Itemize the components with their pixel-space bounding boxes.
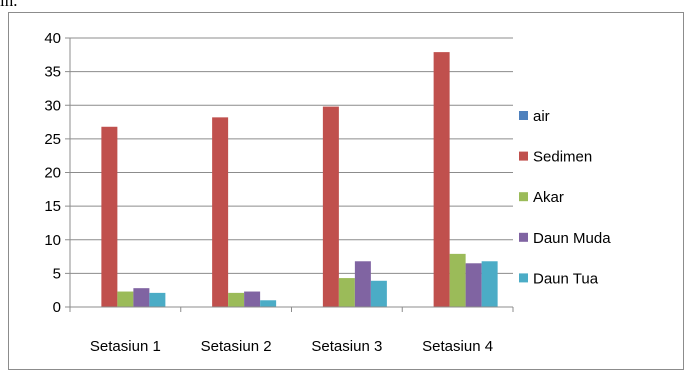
legend-label: Daun Tua	[533, 270, 599, 287]
bar-akar	[228, 292, 245, 307]
y-tick-label: 20	[44, 165, 61, 182]
bar-daun-tua	[260, 300, 277, 307]
bar-daun-muda	[465, 263, 482, 307]
y-tick-label: 30	[44, 97, 61, 114]
bar-daun-muda	[354, 261, 371, 307]
y-tick-label: 40	[44, 30, 61, 47]
bar-akar	[117, 291, 134, 307]
x-category-label: Setasiun 4	[422, 338, 493, 355]
y-tick-label: 35	[44, 64, 61, 81]
bar-daun-tua	[370, 280, 387, 307]
bar-daun-tua	[149, 292, 166, 307]
x-category-label: Setasiun 1	[90, 338, 161, 355]
y-tick-label: 5	[53, 265, 61, 282]
bar-akar	[338, 278, 355, 307]
bar-sedimen	[433, 52, 450, 308]
y-tick-label: 25	[44, 131, 61, 148]
bar-daun-muda	[133, 288, 150, 307]
legend-swatch	[519, 111, 528, 120]
bars	[101, 52, 498, 308]
y-tick-label: 15	[44, 198, 61, 215]
legend-swatch	[519, 273, 528, 283]
legend-swatch	[519, 192, 528, 202]
page-text-fragment: ın.	[0, 0, 18, 10]
bar-akar	[449, 253, 466, 307]
x-category-label: Setasiun 2	[201, 338, 272, 355]
bar-sedimen	[322, 106, 339, 307]
legend-swatch	[519, 232, 528, 242]
y-tick-label: 0	[53, 299, 61, 316]
legend-label: Akar	[533, 189, 564, 206]
axes	[69, 38, 514, 312]
bar-daun-muda	[244, 291, 261, 307]
legend-label: Sedimen	[533, 149, 592, 166]
legend-label: air	[533, 108, 550, 125]
y-tick-label: 10	[44, 232, 61, 249]
bar-sedimen	[101, 126, 118, 308]
bar-sedimen	[212, 117, 229, 307]
x-axis-labels: Setasiun 1 Setasiun 2 Setasiun 3 Setasiun 4	[90, 338, 493, 355]
legend-swatch	[519, 151, 528, 161]
legend-label: Daun Muda	[533, 230, 611, 247]
bar-daun-tua	[481, 261, 498, 307]
legend: air Sedimen Akar Daun Muda Daun Tua	[519, 108, 611, 287]
x-category-label: Setasiun 3	[311, 338, 382, 355]
chart-frame	[8, 12, 684, 370]
y-axis-ticks: 0 5 10 15 20 25 30 35 40	[44, 30, 70, 316]
